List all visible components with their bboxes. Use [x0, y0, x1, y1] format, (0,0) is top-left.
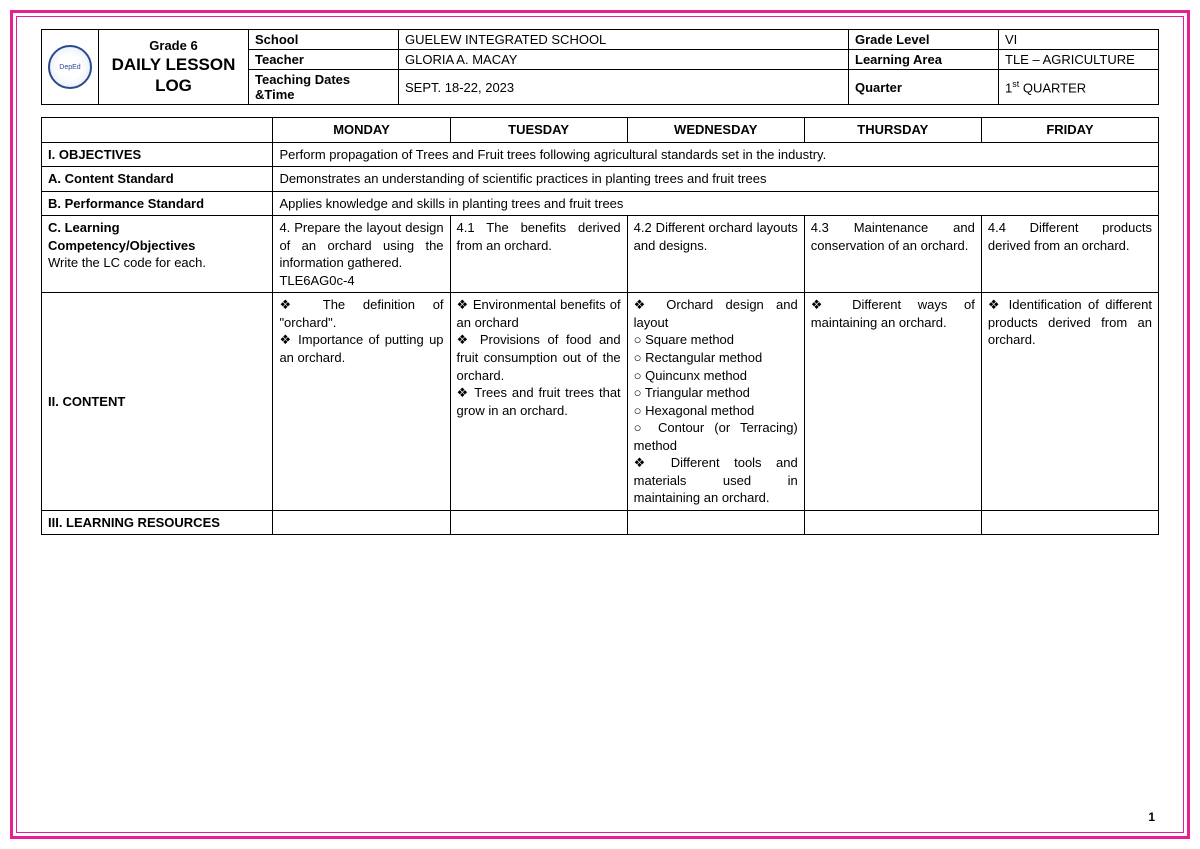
res-fri: [981, 510, 1158, 535]
blank-header: [42, 118, 273, 143]
title-cell: Grade 6 DAILY LESSON LOG: [99, 30, 249, 105]
label-perf-std: B. Performance Standard: [42, 191, 273, 216]
lc-fri: 4.4 Different products derived from an o…: [981, 216, 1158, 293]
content-tue: Environmental benefits of an orchardProv…: [450, 293, 627, 511]
hdr-label-dates: Teaching Dates &Time: [249, 70, 399, 105]
bullet-item: Orchard design and layout: [634, 296, 798, 331]
day-fri: FRIDAY: [981, 118, 1158, 143]
bullet-item: The definition of "orchard".: [279, 296, 443, 331]
label-lc: C. Learning Competency/ObjectivesWrite t…: [42, 216, 273, 293]
hdr-label-quarter: Quarter: [849, 70, 999, 105]
content-fri: Identification of different products der…: [981, 293, 1158, 511]
res-thu: [804, 510, 981, 535]
lc-wed: 4.2 Different orchard layouts and design…: [627, 216, 804, 293]
grade-line: Grade 6: [105, 38, 242, 54]
circle-item: Rectangular method: [634, 349, 798, 367]
hdr-label-teacher: Teacher: [249, 50, 399, 70]
hdr-val-school: GUELEW INTEGRATED SCHOOL: [399, 30, 849, 50]
day-wed: WEDNESDAY: [627, 118, 804, 143]
circle-item: Square method: [634, 331, 798, 349]
circle-item: Triangular method: [634, 384, 798, 402]
label-objectives: I. OBJECTIVES: [42, 142, 273, 167]
day-tue: TUESDAY: [450, 118, 627, 143]
lc-thu: 4.3 Maintenance and conservation of an o…: [804, 216, 981, 293]
res-wed: [627, 510, 804, 535]
hdr-label-area: Learning Area: [849, 50, 999, 70]
doc-title: DAILY LESSON LOG: [105, 54, 242, 97]
res-mon: [273, 510, 450, 535]
text-perf-std: Applies knowledge and skills in planting…: [273, 191, 1159, 216]
content-mon: The definition of "orchard".Importance o…: [273, 293, 450, 511]
bullet-item: Importance of putting up an orchard.: [279, 331, 443, 366]
day-mon: MONDAY: [273, 118, 450, 143]
res-tue: [450, 510, 627, 535]
circle-item: Hexagonal method: [634, 402, 798, 420]
circle-item: Quincunx method: [634, 367, 798, 385]
hdr-val-gradelevel: VI: [999, 30, 1159, 50]
label-content: II. CONTENT: [42, 293, 273, 511]
hdr-val-area: TLE – AGRICULTURE: [999, 50, 1159, 70]
circle-item: Contour (or Terracing) method: [634, 419, 798, 454]
main-table: MONDAY TUESDAY WEDNESDAY THURSDAY FRIDAY…: [41, 117, 1159, 535]
bullet-item: Different ways of maintaining an orchard…: [811, 296, 975, 331]
day-thu: THURSDAY: [804, 118, 981, 143]
logo-cell: DepEd: [42, 30, 99, 105]
content-thu: Different ways of maintaining an orchard…: [804, 293, 981, 511]
deped-logo-icon: DepEd: [48, 45, 92, 89]
bullet-item: Trees and fruit trees that grow in an or…: [457, 384, 621, 419]
hdr-val-dates: SEPT. 18-22, 2023: [399, 70, 849, 105]
bullet-item: Environmental benefits of an orchard: [457, 296, 621, 331]
text-content-std: Demonstrates an understanding of scienti…: [273, 167, 1159, 192]
bullet-item: Different tools and materials used in ma…: [634, 454, 798, 507]
text-objectives: Perform propagation of Trees and Fruit t…: [273, 142, 1159, 167]
content-wed: Orchard design and layoutSquare methodRe…: [627, 293, 804, 511]
label-resources: III. LEARNING RESOURCES: [42, 510, 273, 535]
hdr-label-school: School: [249, 30, 399, 50]
lc-mon: 4. Prepare the layout design of an orcha…: [273, 216, 450, 293]
hdr-label-gradelevel: Grade Level: [849, 30, 999, 50]
hdr-val-teacher: GLORIA A. MACAY: [399, 50, 849, 70]
header-table: DepEd Grade 6 DAILY LESSON LOG School GU…: [41, 29, 1159, 105]
bullet-item: Identification of different products der…: [988, 296, 1152, 349]
bullet-item: Provisions of food and fruit consumption…: [457, 331, 621, 384]
lc-tue: 4.1 The benefits derived from an orchard…: [450, 216, 627, 293]
page-number: 1: [1148, 810, 1155, 824]
label-content-std: A. Content Standard: [42, 167, 273, 192]
hdr-val-quarter: 1st QUARTER: [999, 70, 1159, 105]
